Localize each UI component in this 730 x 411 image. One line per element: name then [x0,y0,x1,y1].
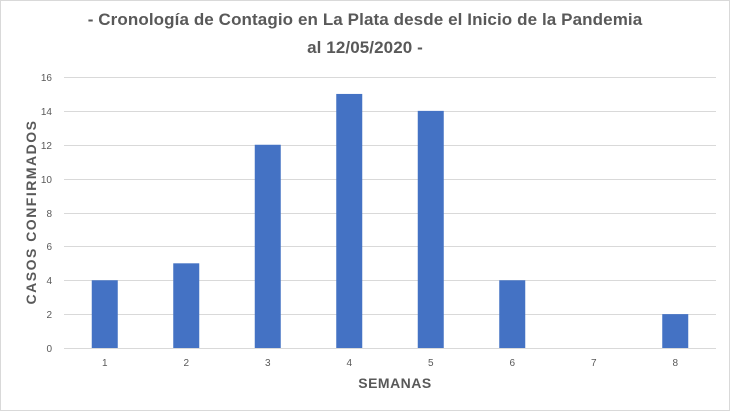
x-tick-label: 7 [591,358,597,369]
bar-semana-1 [91,280,118,348]
chart-title-line-1: - Cronología de Contagio en La Plata des… [87,10,643,29]
y-axis-label: CASOS CONFIRMADOS [23,119,39,305]
x-axis-label: SEMANAS [358,375,432,391]
y-tick-label: 16 [41,73,53,84]
bar-semana-2 [173,263,200,348]
y-tick-label: 14 [41,107,53,118]
x-tick-label: 2 [183,358,189,369]
bar-semana-4 [336,93,363,348]
x-tick-label: 8 [672,358,678,369]
y-tick-label: 0 [46,344,52,355]
y-tick-label: 4 [46,276,52,287]
y-tick-label: 12 [41,141,53,152]
bar-semana-6 [499,280,526,348]
x-tick-label: 6 [509,358,515,369]
x-tick-label: 5 [428,358,434,369]
y-tick-label: 10 [41,175,53,186]
y-tick-label: 6 [46,242,52,253]
y-tick-label: 2 [46,310,52,321]
x-tick-label: 1 [102,358,108,369]
x-tick-label: 3 [265,358,271,369]
bar-semana-5 [417,110,444,348]
x-tick-label: 4 [346,358,352,369]
bar-semana-3 [254,144,281,348]
chart-title-line-2: al 12/05/2020 - [307,38,423,57]
y-tick-label: 8 [46,209,52,220]
bar-semana-8 [662,314,689,348]
